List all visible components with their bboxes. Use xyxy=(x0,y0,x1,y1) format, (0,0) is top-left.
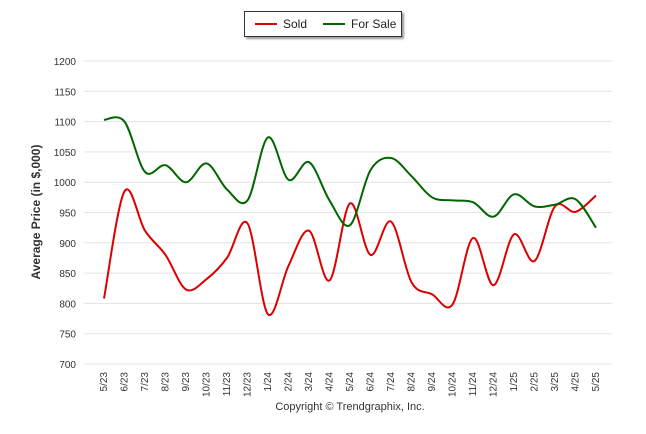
x-tick-label: 3/25 xyxy=(550,372,561,392)
y-tick-label: 950 xyxy=(59,209,76,220)
y-tick-label: 1150 xyxy=(54,87,76,98)
x-tick-label: 12/24 xyxy=(489,372,500,397)
y-axis-tick-labels: 700 750 800 850 900 950 1000 1050 1100 1150 1200 xyxy=(54,57,77,371)
legend-label-for-sale: For Sale xyxy=(351,17,397,31)
y-axis-label: Average Price (in $,000) xyxy=(29,144,43,280)
x-tick-label: 2/24 xyxy=(284,372,295,392)
x-tick-label: 1/24 xyxy=(263,372,274,392)
x-tick-label: 9/24 xyxy=(427,372,438,392)
x-tick-label: 7/23 xyxy=(140,372,151,392)
y-tick-label: 700 xyxy=(59,360,76,371)
copyright-text: Copyright © Trendgraphix, Inc. xyxy=(275,401,425,413)
y-tick-label: 800 xyxy=(59,299,76,310)
x-tick-label: 11/23 xyxy=(222,372,233,397)
y-tick-label: 1000 xyxy=(54,178,77,189)
x-tick-label: 5/25 xyxy=(591,372,602,392)
legend-swatch-for-sale xyxy=(323,23,346,25)
x-tick-label: 8/24 xyxy=(407,372,418,392)
x-tick-label: 2/25 xyxy=(530,372,541,392)
series-lines xyxy=(103,116,597,316)
x-tick-label: 4/25 xyxy=(571,372,582,392)
x-tick-label: 10/23 xyxy=(202,372,213,397)
x-tick-label: 12/23 xyxy=(243,372,254,397)
x-tick-label: 1/25 xyxy=(509,372,520,392)
x-tick-label: 6/23 xyxy=(120,372,131,392)
legend-swatch-sold xyxy=(255,23,277,25)
gridlines xyxy=(84,60,612,365)
x-tick-label: 10/24 xyxy=(448,372,459,397)
legend-label-sold: Sold xyxy=(283,17,308,31)
y-tick-label: 750 xyxy=(59,330,76,341)
y-tick-label: 1050 xyxy=(54,148,77,159)
legend: Sold For Sale xyxy=(244,11,402,37)
y-tick-label: 900 xyxy=(59,239,76,250)
x-tick-label: 9/23 xyxy=(181,372,192,392)
y-tick-label: 850 xyxy=(59,269,76,280)
y-tick-label: 1100 xyxy=(54,118,76,129)
x-tick-label: 4/24 xyxy=(325,372,336,392)
x-tick-label: 5/24 xyxy=(345,372,356,392)
y-tick-label: 1200 xyxy=(54,57,77,68)
x-tick-label: 7/24 xyxy=(386,372,397,392)
legend-item-sold[interactable]: Sold xyxy=(255,17,307,31)
x-tick-label: 11/24 xyxy=(468,372,479,397)
x-tick-label: 8/23 xyxy=(161,372,172,392)
series-line-for-sale xyxy=(103,116,597,229)
series-line-sold xyxy=(103,188,597,316)
legend-item-for-sale[interactable]: For Sale xyxy=(323,17,396,31)
x-tick-label: 5/23 xyxy=(99,372,110,392)
x-axis-tick-labels: 5/23 6/23 7/23 8/23 9/23 10/23 11/23 12/23 1/24 2… xyxy=(99,372,602,397)
x-tick-label: 3/24 xyxy=(304,372,315,392)
x-tick-label: 6/24 xyxy=(366,372,377,392)
